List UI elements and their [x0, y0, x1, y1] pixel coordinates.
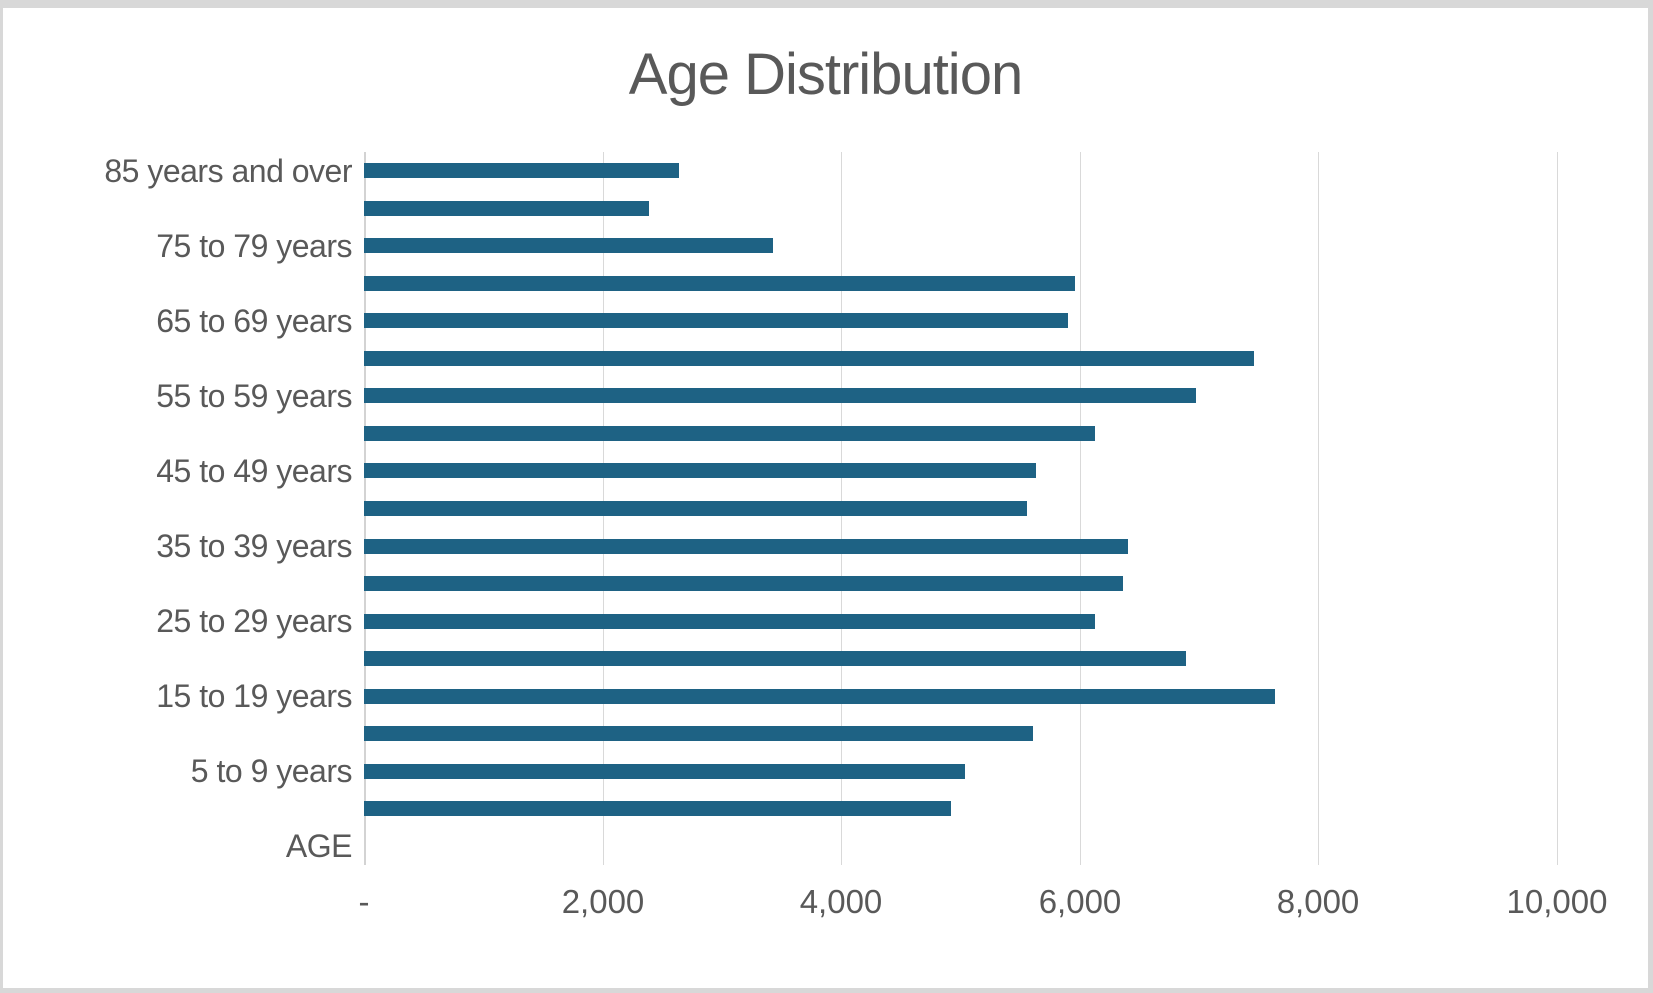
- bar: [364, 651, 1186, 666]
- bar: [364, 276, 1075, 291]
- x-axis-tick-label: 4,000: [799, 883, 883, 920]
- gridline: [1080, 152, 1081, 865]
- bar: [364, 576, 1123, 591]
- category-label: 65 to 69 years: [156, 303, 352, 339]
- x-axis-tick-label: 10,000: [1506, 883, 1608, 920]
- bar: [364, 764, 965, 779]
- bar: [364, 614, 1095, 629]
- category-label: 45 to 49 years: [156, 453, 352, 489]
- bar: [364, 539, 1128, 554]
- x-axis-tick-label: 6,000: [1038, 883, 1122, 920]
- chart-title: Age Distribution: [628, 42, 1023, 107]
- gridline: [1557, 152, 1558, 865]
- category-label: 75 to 79 years: [156, 228, 352, 264]
- x-axis-tick-label: 8,000: [1276, 883, 1360, 920]
- bar: [364, 726, 1033, 741]
- bar: [364, 163, 679, 178]
- bar: [364, 426, 1095, 441]
- x-axis-tick-label: 2,000: [561, 883, 645, 920]
- category-label: 25 to 29 years: [156, 603, 352, 639]
- bar: [364, 801, 951, 816]
- category-label: 15 to 19 years: [156, 678, 352, 714]
- plot-area: - 2,000 4,000 6,000 8,000 10,000 85 years and …: [104, 152, 1607, 920]
- category-label: 5 to 9 years: [190, 753, 353, 789]
- gridline: [1318, 152, 1319, 865]
- bar: [364, 501, 1027, 516]
- bar: [364, 201, 649, 216]
- bar: [364, 388, 1196, 403]
- chart-frame: Age Distribution - 2,000 4,000 6,000 8,000 10…: [3, 8, 1648, 988]
- category-label: 35 to 39 years: [156, 528, 352, 564]
- bar: [364, 313, 1068, 328]
- bar: [364, 351, 1254, 366]
- category-label: 85 years and over: [104, 153, 352, 189]
- bar: [364, 463, 1036, 478]
- bar: [364, 238, 773, 253]
- category-label: AGE: [285, 828, 353, 864]
- category-label: 55 to 59 years: [156, 378, 352, 414]
- x-axis-tick-label: -: [358, 883, 370, 920]
- bar: [364, 689, 1275, 704]
